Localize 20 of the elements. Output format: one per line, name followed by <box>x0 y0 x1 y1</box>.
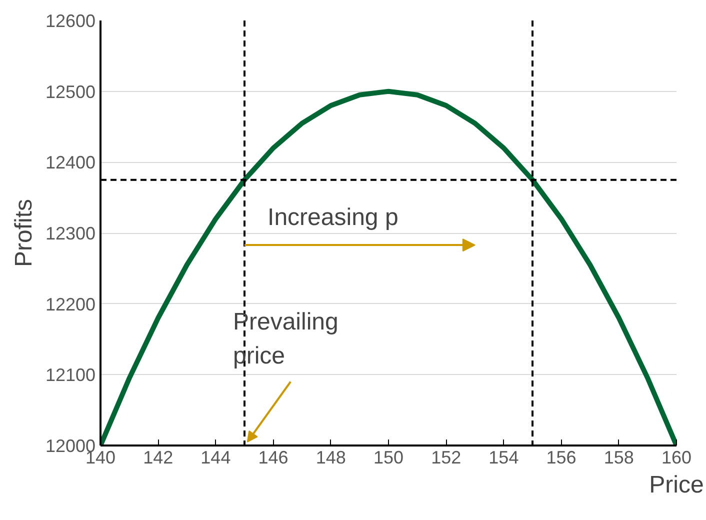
y-tick-label: 12100 <box>45 365 96 386</box>
x-tick-label: 152 <box>431 448 462 468</box>
y-tick-label: 12500 <box>45 82 96 102</box>
y-axis-title: Profits <box>10 198 38 268</box>
y-tick-label: 12300 <box>45 224 96 244</box>
x-tick-label: 150 <box>373 448 404 468</box>
x-axis-title: Price <box>649 472 704 498</box>
x-tick-label: 160 <box>661 448 692 468</box>
annotation: Increasing p <box>268 204 398 231</box>
x-tick-label: 142 <box>143 448 174 468</box>
x-tick-label: 146 <box>258 448 288 468</box>
y-tick-label: 12600 <box>45 11 96 31</box>
y-tick-label: 12400 <box>45 152 96 173</box>
x-tick-label: 148 <box>316 448 346 468</box>
x-tick-label: 156 <box>546 448 576 468</box>
annotation: Prevailing price <box>232 308 338 370</box>
x-tick-label: 144 <box>200 448 231 468</box>
y-tick-label: 12200 <box>45 294 96 314</box>
x-tick-label: 158 <box>604 448 634 468</box>
x-tick-label: 154 <box>488 448 519 468</box>
